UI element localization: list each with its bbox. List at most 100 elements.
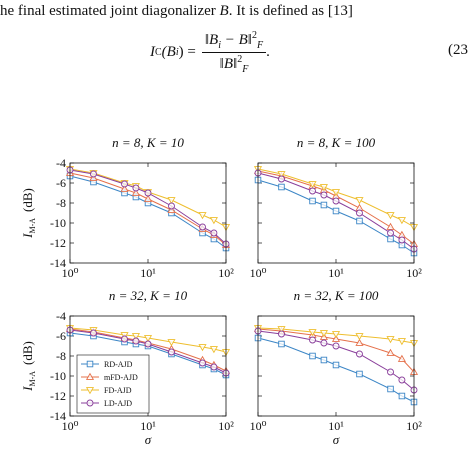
eq-sub: C	[155, 47, 162, 58]
plot-frame	[257, 315, 415, 417]
marker	[199, 223, 206, 231]
marker	[168, 202, 175, 210]
x-tick-label: 10⁰	[62, 266, 79, 280]
marker	[131, 333, 140, 341]
marker	[332, 197, 340, 205]
x-tick-label: 10⁰	[250, 266, 267, 280]
marker	[143, 194, 153, 202]
chart-title: n = 8, K = 100	[297, 135, 376, 150]
marker	[356, 370, 363, 378]
x-tick-label: 10¹	[140, 266, 156, 280]
text: . It is defined as [13]	[228, 3, 353, 19]
marker	[387, 235, 394, 243]
marker	[397, 338, 406, 346]
marker	[167, 205, 176, 213]
marker	[356, 350, 363, 358]
marker	[277, 326, 286, 334]
marker	[397, 354, 406, 362]
y-tick-label: -6	[56, 176, 66, 190]
marker	[121, 180, 128, 188]
x-axis-label: σ	[333, 432, 340, 447]
eq-text: .	[266, 44, 270, 60]
chart-title: n = 32, K = 10	[109, 288, 188, 303]
marker	[356, 217, 363, 225]
marker	[386, 222, 395, 230]
y-tick-label: -10	[50, 369, 66, 383]
y-tick-label: -4	[56, 156, 66, 170]
legend-label: mFD-AJD	[104, 373, 138, 382]
label-symbol: I	[20, 386, 35, 392]
marker	[386, 212, 395, 220]
x-tick-label: 10²	[218, 419, 234, 433]
marker	[277, 171, 286, 179]
x-axis-label: σ	[145, 432, 152, 447]
marker	[167, 197, 176, 205]
eq-sub: i	[175, 47, 179, 58]
marker	[320, 191, 328, 199]
eq-symbol: I	[150, 44, 155, 60]
marker	[320, 339, 328, 347]
marker	[309, 197, 316, 205]
eq-text: − B‖	[221, 32, 252, 48]
marker	[398, 392, 406, 400]
y-tick-label: -4	[56, 309, 66, 323]
x-tick-label: 10¹	[140, 419, 156, 433]
eq-sup: 2	[252, 30, 257, 41]
plot-frame	[69, 315, 227, 417]
x-tick-label: 10⁰	[62, 419, 79, 433]
marker	[332, 207, 340, 215]
y-tick-label: -6	[56, 329, 66, 343]
marker	[386, 348, 395, 356]
marker	[398, 236, 406, 244]
marker	[210, 229, 218, 237]
marker	[143, 335, 153, 343]
marker	[132, 337, 140, 345]
marker	[209, 346, 218, 354]
marker	[356, 209, 363, 217]
marker	[320, 356, 328, 364]
marker	[387, 368, 394, 376]
label-unit: (dB)	[20, 341, 35, 365]
y-tick-label: -8	[56, 196, 66, 210]
chart-title: n = 8, K = 10	[112, 135, 184, 150]
x-tick-label: 10²	[406, 419, 422, 433]
marker	[398, 376, 406, 384]
eq-text: ‖B‖	[219, 56, 238, 72]
text: he final estimated joint diagonalizer	[0, 3, 220, 19]
plot-frame	[257, 162, 415, 264]
eq-text: ‖B	[204, 32, 219, 48]
marker	[355, 333, 364, 341]
series-line	[69, 175, 227, 249]
legend-label: FD-AJD	[104, 386, 132, 395]
y-tick-label: -12	[50, 236, 66, 250]
marker	[167, 339, 176, 347]
marker	[278, 175, 285, 183]
legend-marker	[86, 360, 94, 368]
y-tick-label: -10	[50, 216, 66, 230]
x-tick-label: 10⁰	[250, 419, 267, 433]
marker	[319, 330, 328, 338]
x-tick-label: 10¹	[328, 419, 344, 433]
numerator: ‖Bi − B‖2F	[201, 30, 267, 53]
marker	[309, 352, 316, 360]
marker	[386, 336, 395, 344]
x-tick-label: 10²	[218, 266, 234, 280]
marker	[387, 385, 394, 393]
x-tick-label: 10¹	[328, 266, 344, 280]
symbol: B	[219, 3, 229, 19]
marker	[278, 340, 285, 348]
marker	[198, 344, 207, 352]
marker	[319, 184, 328, 192]
marker	[397, 230, 406, 238]
marker	[308, 329, 317, 337]
paragraph: he final estimated joint diagonalizer B.…	[0, 3, 353, 20]
equation-number: (23	[448, 42, 468, 58]
marker	[209, 217, 218, 225]
marker	[90, 329, 97, 337]
fraction: ‖Bi − B‖2F ‖B‖2F	[201, 30, 267, 75]
label-subscript: M-A	[28, 371, 37, 387]
marker	[89, 173, 98, 181]
y-axis-label: IM-A (dB)	[20, 188, 37, 239]
equation: I C (B i) = ‖Bi − B‖2F ‖B‖2F .	[150, 30, 270, 75]
